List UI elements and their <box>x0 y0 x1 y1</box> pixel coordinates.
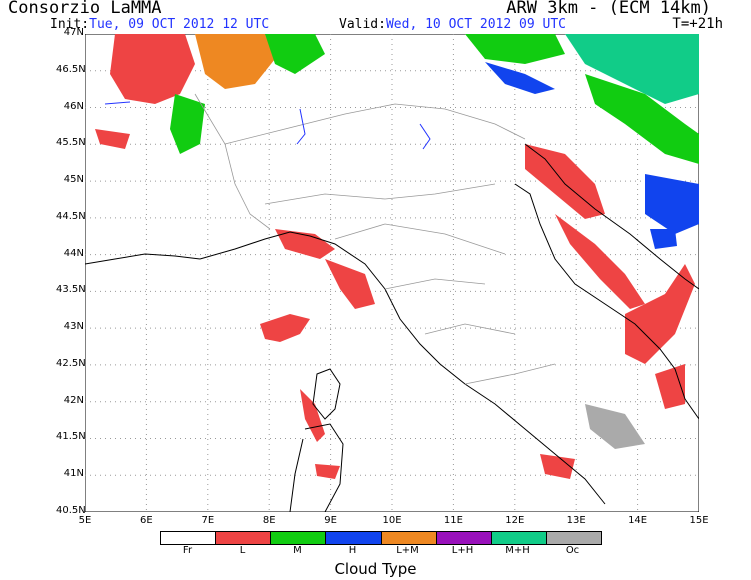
lat-tick-label: 43N <box>63 321 84 333</box>
cloud-cover-layer <box>95 34 699 479</box>
lat-tick-label: 43.5N <box>56 284 86 296</box>
legend-label: L+M <box>396 545 419 556</box>
lat-tick-label: 45N <box>63 174 84 186</box>
border-regions <box>264 183 556 385</box>
legend-swatch <box>546 532 601 544</box>
legend-label: L <box>239 545 246 556</box>
cloud-low-south-1 <box>540 454 575 479</box>
border-alps <box>194 93 526 230</box>
cloud-high-east <box>645 174 699 234</box>
legend-swatch <box>271 532 327 544</box>
cloud-oc-east <box>585 404 645 449</box>
lon-tick-label: 5E <box>78 515 92 526</box>
coastlines <box>85 143 699 512</box>
init-time: Init:Tue, 09 OCT 2012 12 UTC <box>50 17 269 32</box>
legend-title: Cloud Type <box>334 560 417 578</box>
lake-garda <box>419 123 431 150</box>
cloud-type-map <box>85 34 699 512</box>
forecast-hour: T=+21h <box>672 16 723 32</box>
coast-france <box>85 253 201 265</box>
lon-tick-label: 10E <box>382 515 402 526</box>
cloud-low-corsica <box>300 389 325 442</box>
lon-tick-label: 12E <box>505 515 525 526</box>
lat-tick-label: 44N <box>63 247 84 259</box>
lat-tick-label: 42N <box>63 394 84 406</box>
legend-label: Fr <box>182 545 193 556</box>
cloud-low-tuscany <box>325 259 375 309</box>
coast-corsica <box>312 368 341 420</box>
lat-tick-label: 41N <box>63 468 84 480</box>
cloud-midhigh-northeast <box>565 34 699 104</box>
legend-label: M+H <box>505 545 530 556</box>
lon-tick-label: 7E <box>201 515 215 526</box>
legend-label: L+H <box>451 545 474 556</box>
lon-tick-label: 8E <box>262 515 276 526</box>
lon-tick-label: 11E <box>443 515 463 526</box>
lat-tick-label: 46N <box>63 100 84 112</box>
lat-tick-label: 40.5N <box>56 505 86 516</box>
cloud-mid-north <box>465 34 565 64</box>
init-label: Init: <box>50 17 90 32</box>
lat-tick-label: 46.5N <box>56 63 86 75</box>
cloud-lowmid-alps <box>195 34 275 89</box>
lake-geneva <box>104 101 131 105</box>
lon-tick-label: 14E <box>628 515 648 526</box>
cloud-low-adriatic-2 <box>555 214 645 309</box>
cloud-low-alps-west <box>110 34 195 104</box>
lat-tick-label: 47N <box>63 27 84 38</box>
lon-tick-label: 13E <box>566 515 586 526</box>
cloud-low-swirl <box>260 314 310 342</box>
model-title: ARW 3km - (ECM 14km) <box>506 0 711 18</box>
cloud-mid-northeast <box>585 74 699 164</box>
valid-time: Valid:Wed, 10 OCT 2012 09 UTC <box>339 17 566 32</box>
init-value: Tue, 09 OCT 2012 12 UTC <box>89 17 270 32</box>
lake-maggiore <box>296 108 306 145</box>
agency-title: Consorzio LaMMA <box>8 0 162 18</box>
legend-swatch <box>381 532 437 544</box>
lat-tick-label: 41.5N <box>56 431 86 443</box>
cloud-high-north <box>485 62 555 94</box>
coast-sardinia <box>289 423 344 512</box>
lon-tick-label: 6E <box>140 515 153 526</box>
valid-label: Valid: <box>339 17 386 32</box>
legend-swatch <box>491 532 547 544</box>
legend-swatch <box>161 532 217 544</box>
coast-italy <box>199 183 699 505</box>
legend-label: M <box>293 545 302 556</box>
lon-tick-label: 15E <box>689 515 709 526</box>
lat-tick-label: 44.5N <box>56 210 86 222</box>
legend-label: Oc <box>565 545 580 556</box>
cloud-low-west <box>95 129 130 149</box>
cloud-low-south-2 <box>315 464 340 479</box>
cloud-low-adriatic-3 <box>625 264 695 364</box>
lakes-rivers <box>104 101 431 150</box>
cloud-type-legend-bar <box>160 531 602 545</box>
legend-swatch <box>216 532 272 544</box>
cloud-mid-west-scatter <box>170 94 205 154</box>
cloud-high-blob <box>650 229 677 249</box>
legend-swatch <box>326 532 382 544</box>
cloud-low-ligurian <box>275 229 335 259</box>
cloud-mid-alps <box>265 34 325 74</box>
legend-swatch <box>436 532 492 544</box>
lon-tick-label: 9E <box>324 515 337 526</box>
coast-croatia <box>524 143 699 290</box>
lat-tick-label: 45.5N <box>56 137 86 149</box>
valid-value: Wed, 10 OCT 2012 09 UTC <box>385 17 566 32</box>
lat-tick-label: 42.5N <box>56 357 86 369</box>
legend-label: H <box>348 545 357 556</box>
country-borders <box>194 93 556 385</box>
cloud-type-legend-labels: Fr L M H L+M L+H M+H Oc <box>160 545 600 556</box>
